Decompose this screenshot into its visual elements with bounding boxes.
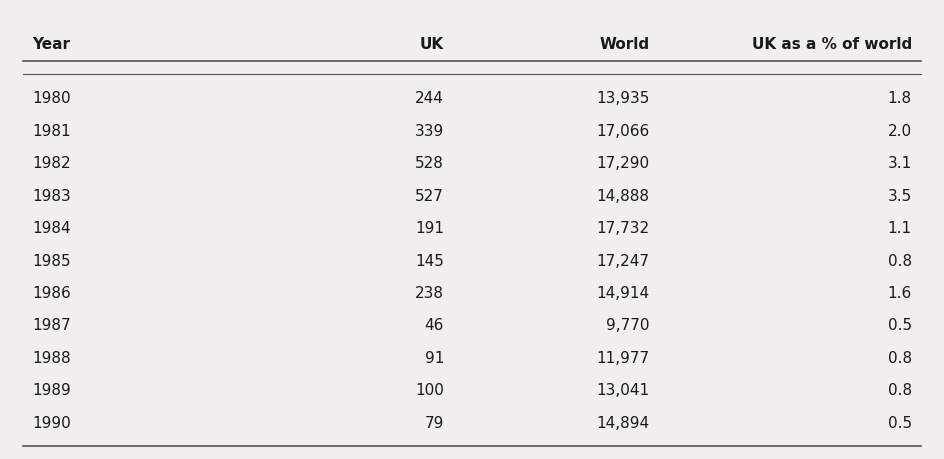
Text: UK: UK — [420, 37, 444, 52]
Text: 79: 79 — [425, 416, 444, 431]
Text: 14,888: 14,888 — [597, 189, 649, 204]
Text: 14,894: 14,894 — [597, 416, 649, 431]
Text: 238: 238 — [415, 286, 444, 301]
Text: 13,041: 13,041 — [597, 383, 649, 398]
Text: 1.6: 1.6 — [887, 286, 912, 301]
Text: 9,770: 9,770 — [606, 319, 649, 333]
Text: 17,290: 17,290 — [597, 156, 649, 171]
Text: 191: 191 — [415, 221, 444, 236]
Text: 1.8: 1.8 — [887, 91, 912, 106]
Text: World: World — [599, 37, 649, 52]
Text: 1984: 1984 — [32, 221, 71, 236]
Text: 3.5: 3.5 — [887, 189, 912, 204]
Text: 1990: 1990 — [32, 416, 71, 431]
Text: 528: 528 — [415, 156, 444, 171]
Text: 11,977: 11,977 — [597, 351, 649, 366]
Text: 91: 91 — [425, 351, 444, 366]
Text: 244: 244 — [415, 91, 444, 106]
Text: 0.8: 0.8 — [887, 253, 912, 269]
Text: 3.1: 3.1 — [887, 156, 912, 171]
Text: 1987: 1987 — [32, 319, 71, 333]
Text: 17,247: 17,247 — [597, 253, 649, 269]
Text: 527: 527 — [415, 189, 444, 204]
Text: 1986: 1986 — [32, 286, 71, 301]
Text: 1985: 1985 — [32, 253, 71, 269]
Text: 100: 100 — [415, 383, 444, 398]
Text: 1989: 1989 — [32, 383, 71, 398]
Text: 0.8: 0.8 — [887, 351, 912, 366]
Text: 17,732: 17,732 — [597, 221, 649, 236]
Text: 0.5: 0.5 — [887, 416, 912, 431]
Text: 1983: 1983 — [32, 189, 71, 204]
Text: 145: 145 — [415, 253, 444, 269]
Text: 1988: 1988 — [32, 351, 71, 366]
Text: 1980: 1980 — [32, 91, 71, 106]
Text: 14,914: 14,914 — [597, 286, 649, 301]
Text: 13,935: 13,935 — [597, 91, 649, 106]
Text: 1982: 1982 — [32, 156, 71, 171]
Text: UK as a % of world: UK as a % of world — [751, 37, 912, 52]
Text: 1981: 1981 — [32, 124, 71, 139]
Text: 46: 46 — [425, 319, 444, 333]
Text: 17,066: 17,066 — [597, 124, 649, 139]
Text: 2.0: 2.0 — [887, 124, 912, 139]
Text: 0.5: 0.5 — [887, 319, 912, 333]
Text: 0.8: 0.8 — [887, 383, 912, 398]
Text: 1.1: 1.1 — [887, 221, 912, 236]
Text: Year: Year — [32, 37, 70, 52]
Text: 339: 339 — [414, 124, 444, 139]
